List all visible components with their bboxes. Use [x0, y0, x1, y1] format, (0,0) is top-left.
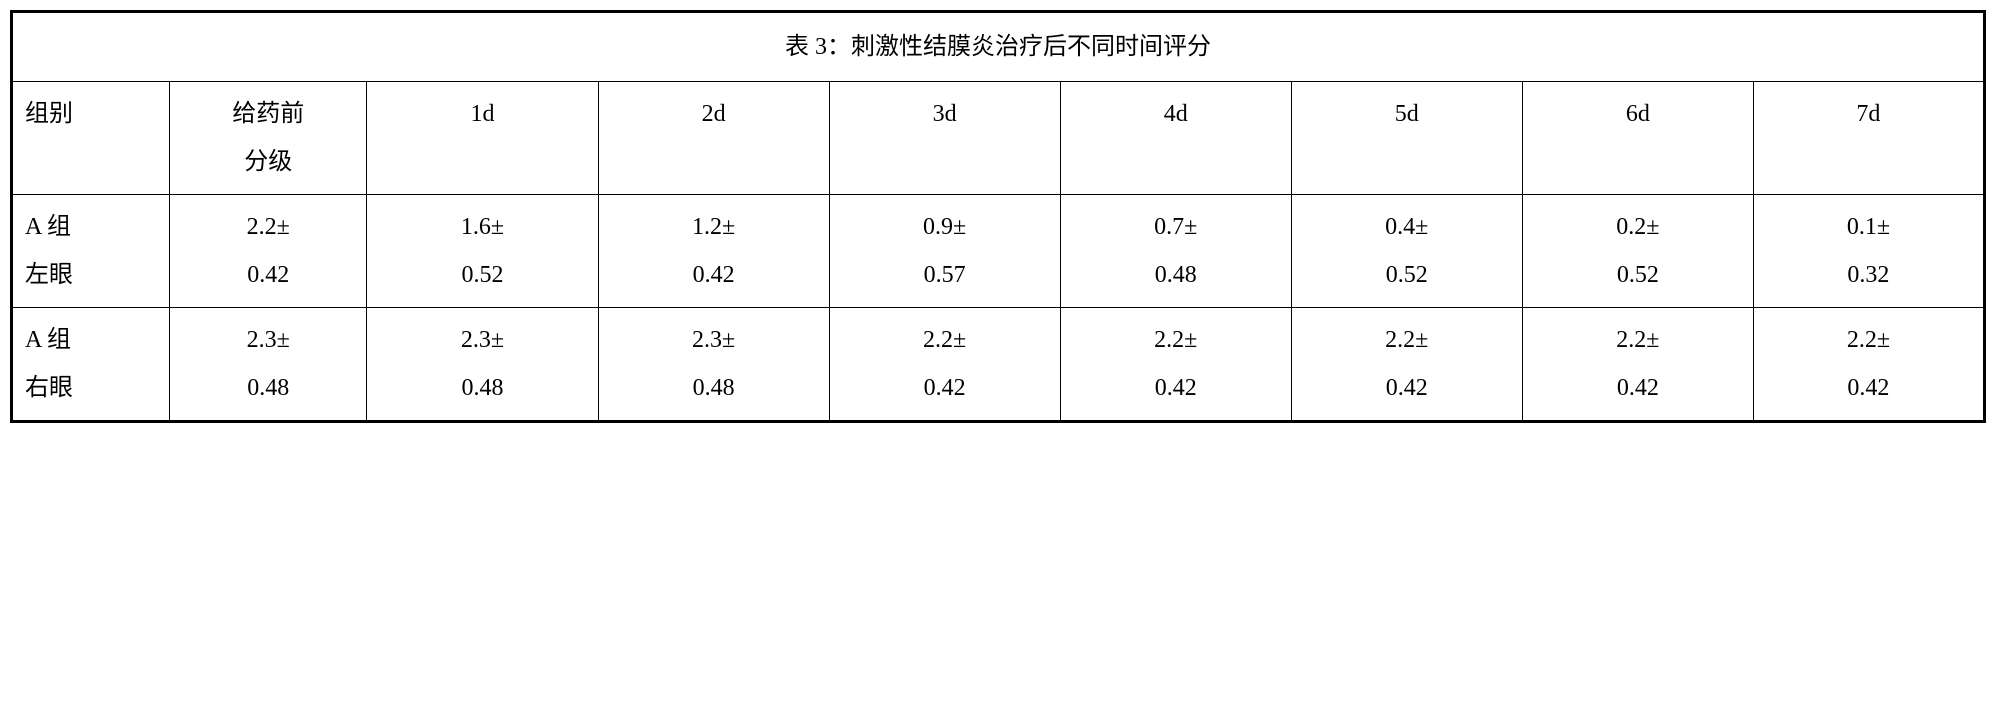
cell-6d: 0.2± 0.52	[1522, 195, 1753, 308]
cell-value-l1: 2.2±	[176, 203, 361, 251]
cell-2d: 2.3± 0.48	[598, 308, 829, 422]
cell-value-l2: 0.42	[1067, 364, 1285, 412]
cell-value-l2: 0.42	[1298, 364, 1516, 412]
cell-value-l1: 1.6±	[373, 203, 591, 251]
cell-5d: 0.4± 0.52	[1291, 195, 1522, 308]
cell-value-l2: 0.48	[605, 364, 823, 412]
table-header-row: 组别 给药前 分级 1d 2d 3d 4d 5d 6d 7d	[12, 82, 1985, 195]
cell-value-l1: 2.3±	[373, 316, 591, 364]
table-title: 表 3：刺激性结膜炎治疗后不同时间评分	[12, 12, 1985, 82]
table-row: A 组 右眼 2.3± 0.48 2.3± 0.48 2.3± 0.48 2.2…	[12, 308, 1985, 422]
header-5d: 5d	[1291, 82, 1522, 195]
cell-7d: 2.2± 0.42	[1753, 308, 1984, 422]
cell-value-l1: 2.2±	[1298, 316, 1516, 364]
cell-3d: 2.2± 0.42	[829, 308, 1060, 422]
header-predose: 给药前 分级	[169, 82, 367, 195]
row-group-a-left: A 组 左眼	[12, 195, 170, 308]
header-2d: 2d	[598, 82, 829, 195]
cell-value-l1: 0.1±	[1760, 203, 1977, 251]
cell-value-l2: 0.52	[1298, 251, 1516, 299]
cell-value-l1: 0.4±	[1298, 203, 1516, 251]
data-table: 表 3：刺激性结膜炎治疗后不同时间评分 组别 给药前 分级 1d 2d 3d 4…	[10, 10, 1986, 423]
cell-3d: 0.9± 0.57	[829, 195, 1060, 308]
group-label-line1: A 组	[25, 203, 163, 251]
cell-value-l2: 0.42	[176, 251, 361, 299]
cell-value-l2: 0.42	[1529, 364, 1747, 412]
cell-value-l1: 2.2±	[1760, 316, 1977, 364]
cell-value-l1: 2.3±	[176, 316, 361, 364]
cell-value-l1: 2.2±	[836, 316, 1054, 364]
cell-value-l2: 0.48	[1067, 251, 1285, 299]
cell-7d: 0.1± 0.32	[1753, 195, 1984, 308]
cell-value-l2: 0.48	[373, 364, 591, 412]
table-title-row: 表 3：刺激性结膜炎治疗后不同时间评分	[12, 12, 1985, 82]
cell-value-l2: 0.42	[605, 251, 823, 299]
header-predose-line1: 给药前	[176, 90, 361, 138]
cell-value-l1: 0.9±	[836, 203, 1054, 251]
cell-4d: 2.2± 0.42	[1060, 308, 1291, 422]
cell-value-l1: 0.7±	[1067, 203, 1285, 251]
cell-value-l2: 0.48	[176, 364, 361, 412]
cell-pre: 2.3± 0.48	[169, 308, 367, 422]
table-row: A 组 左眼 2.2± 0.42 1.6± 0.52 1.2± 0.42 0.9…	[12, 195, 1985, 308]
cell-value-l2: 0.57	[836, 251, 1054, 299]
group-label-line1: A 组	[25, 316, 163, 364]
header-6d: 6d	[1522, 82, 1753, 195]
cell-value-l1: 0.2±	[1529, 203, 1747, 251]
header-7d: 7d	[1753, 82, 1984, 195]
header-3d: 3d	[829, 82, 1060, 195]
cell-2d: 1.2± 0.42	[598, 195, 829, 308]
cell-value-l1: 2.3±	[605, 316, 823, 364]
cell-value-l1: 1.2±	[605, 203, 823, 251]
cell-1d: 1.6± 0.52	[367, 195, 598, 308]
header-4d: 4d	[1060, 82, 1291, 195]
table-container: 表 3：刺激性结膜炎治疗后不同时间评分 组别 给药前 分级 1d 2d 3d 4…	[10, 10, 1986, 423]
cell-5d: 2.2± 0.42	[1291, 308, 1522, 422]
cell-value-l2: 0.32	[1760, 251, 1977, 299]
cell-value-l2: 0.52	[1529, 251, 1747, 299]
cell-value-l2: 0.52	[373, 251, 591, 299]
header-predose-line2: 分级	[176, 138, 361, 186]
header-1d: 1d	[367, 82, 598, 195]
cell-1d: 2.3± 0.48	[367, 308, 598, 422]
cell-value-l1: 2.2±	[1067, 316, 1285, 364]
cell-value-l2: 0.42	[836, 364, 1054, 412]
cell-value-l2: 0.42	[1760, 364, 1977, 412]
cell-6d: 2.2± 0.42	[1522, 308, 1753, 422]
cell-pre: 2.2± 0.42	[169, 195, 367, 308]
group-label-line2: 左眼	[25, 251, 163, 299]
cell-value-l1: 2.2±	[1529, 316, 1747, 364]
row-group-a-right: A 组 右眼	[12, 308, 170, 422]
cell-4d: 0.7± 0.48	[1060, 195, 1291, 308]
group-label-line2: 右眼	[25, 364, 163, 412]
header-group: 组别	[12, 82, 170, 195]
